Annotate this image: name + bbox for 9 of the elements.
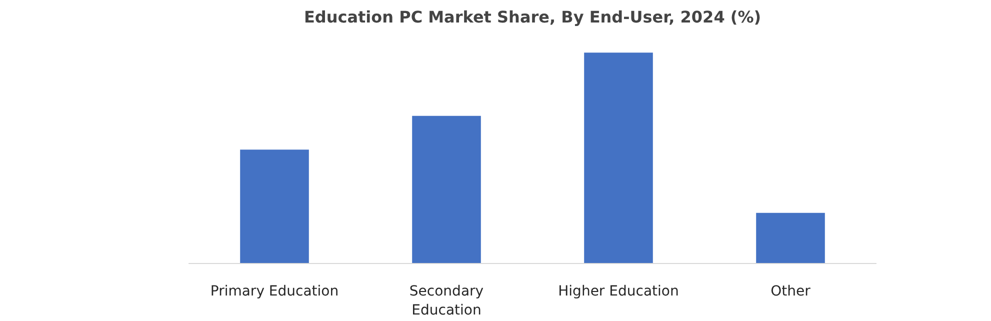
bar xyxy=(412,116,481,264)
bar xyxy=(240,150,309,264)
x-tick-label: Primary Education xyxy=(210,284,339,300)
bar xyxy=(584,52,653,264)
x-tick-label: Other xyxy=(770,284,811,300)
x-tick-label: Higher Education xyxy=(558,284,679,300)
x-tick-label: Secondary Education xyxy=(409,284,484,319)
chart-title: Education PC Market Share, By End-User, 2024 (%) xyxy=(304,8,762,26)
bar xyxy=(756,212,825,264)
